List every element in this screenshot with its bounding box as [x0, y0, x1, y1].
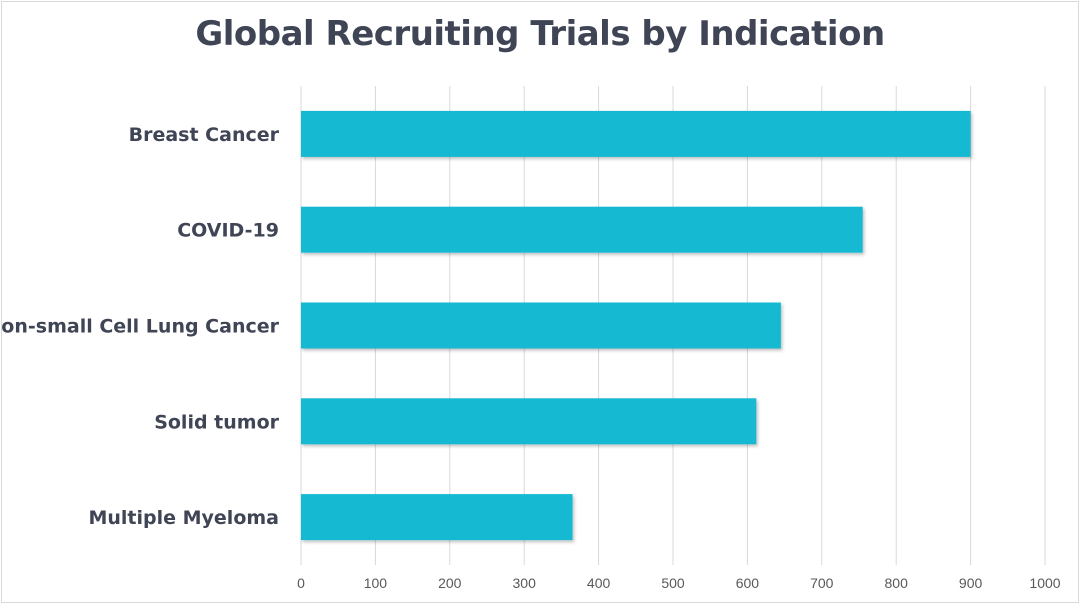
x-tick-label: 900: [959, 575, 983, 591]
x-tick-label: 1000: [1029, 575, 1060, 591]
category-label: Solid tumor: [154, 411, 279, 433]
category-label: Non-small Cell Lung Cancer: [0, 316, 280, 338]
category-label: Breast Cancer: [129, 124, 280, 146]
x-tick-label: 800: [885, 575, 909, 591]
category-label: Multiple Myeloma: [88, 507, 279, 529]
bars: [301, 110, 971, 541]
x-tick-label: 200: [438, 575, 462, 591]
x-tick-label: 700: [810, 575, 834, 591]
bar: [301, 206, 863, 253]
chart-title: Global Recruiting Trials by Indication: [195, 14, 885, 54]
category-labels: Breast Cancer COVID-19 Non-small Cell Lung…: [0, 124, 280, 529]
x-tick-label: 500: [661, 575, 685, 591]
bar: [301, 302, 781, 349]
x-tick-label: 300: [513, 575, 537, 591]
x-tick-label: 600: [736, 575, 760, 591]
x-tick-label: 0: [297, 575, 305, 591]
x-tick-label: 400: [587, 575, 611, 591]
x-tick-labels: 0 100 200 300 400 500 600 700 800 900 1000: [297, 575, 1061, 591]
bar: [301, 398, 757, 445]
x-tick-label: 100: [364, 575, 388, 591]
bar: [301, 494, 573, 541]
category-label: COVID-19: [177, 220, 279, 242]
bar: [301, 110, 971, 157]
